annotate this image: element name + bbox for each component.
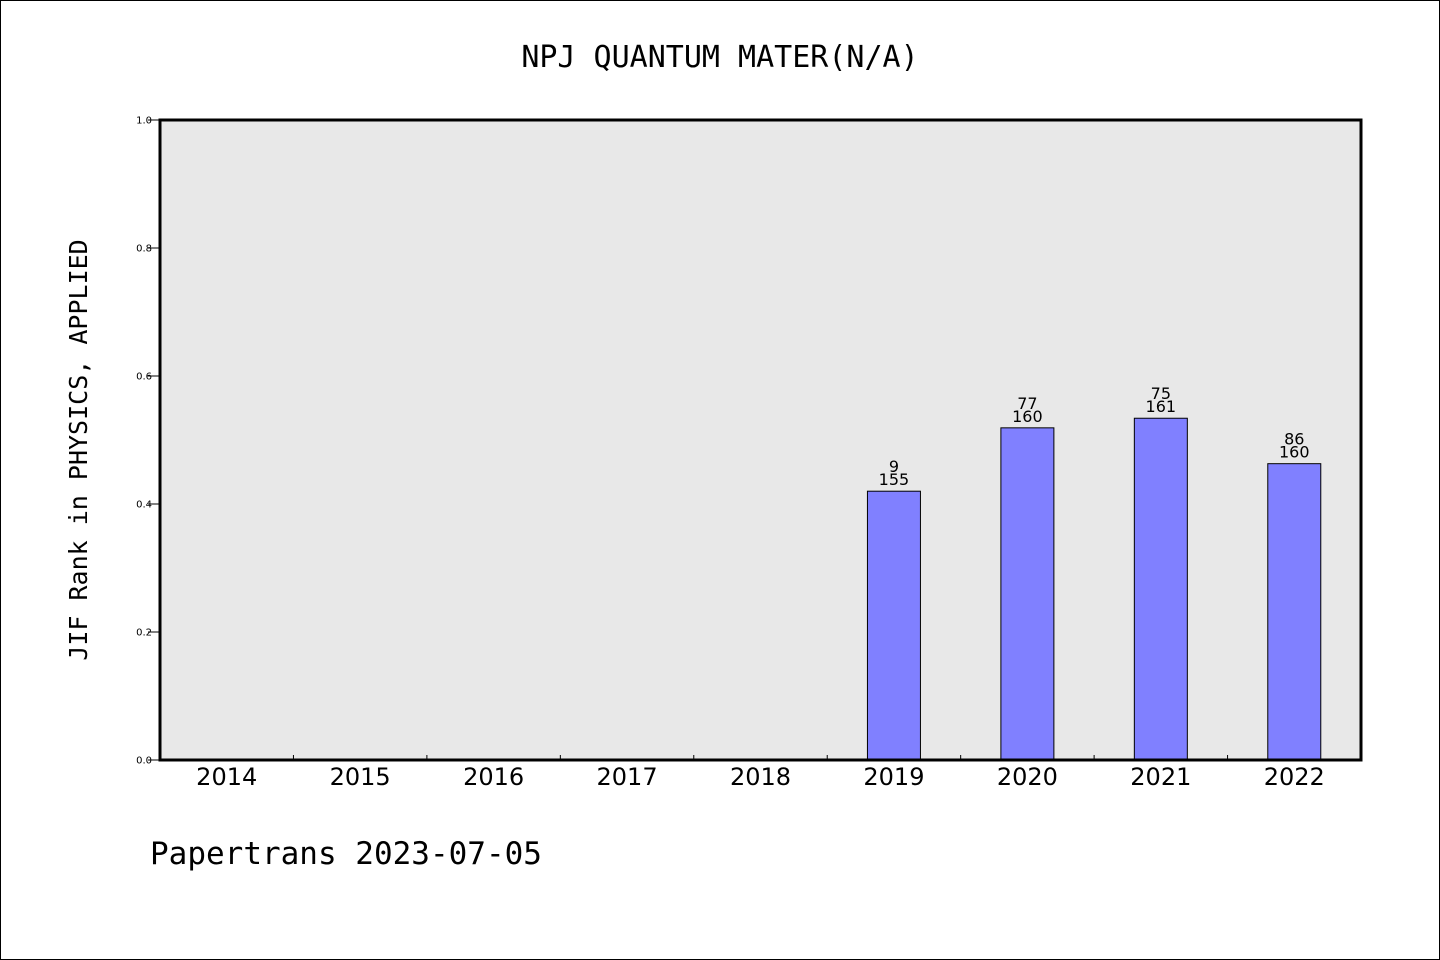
bar xyxy=(1000,427,1055,761)
y-axis-ticks: 0.0 0.2 0.4 0.6 0.8 1.0 xyxy=(136,116,160,767)
x-tick-label: 2019 xyxy=(863,763,924,791)
x-tick-label: 2017 xyxy=(597,763,658,791)
y-tick-label: 0.4 xyxy=(136,500,152,511)
bar-total-label: 161 xyxy=(1146,397,1177,416)
x-tick-label: 2014 xyxy=(196,763,257,791)
bar-total-label: 160 xyxy=(1279,443,1310,462)
y-axis-label: JIF Rank in PHYSICS, APPLIED xyxy=(64,239,93,660)
bar-rank-label: 86 xyxy=(1284,430,1304,449)
bars xyxy=(866,417,1322,761)
y-tick-label: 1.0 xyxy=(136,116,152,127)
bar-rank-label: 9 xyxy=(889,457,899,476)
y-tick-label: 0.8 xyxy=(136,244,152,255)
footer-text: Papertrans 2023-07-05 xyxy=(150,836,542,872)
bar-total-label: 160 xyxy=(1012,407,1043,426)
bar-total-label: 155 xyxy=(879,470,910,489)
plot-border xyxy=(158,118,1363,762)
y-tick-label: 0.6 xyxy=(136,372,152,383)
x-tick-label: 2018 xyxy=(730,763,791,791)
x-tick-label: 2021 xyxy=(1130,763,1191,791)
x-axis-ticks: 2014 2015 2016 2017 2018 2019 2020 2021 2022 xyxy=(196,755,1325,791)
chart-title: NPJ QUANTUM MATER(N/A) xyxy=(521,40,918,75)
x-tick-label: 2016 xyxy=(463,763,524,791)
bar-rank-label: 77 xyxy=(1017,394,1037,413)
x-tick-label: 2022 xyxy=(1264,763,1325,791)
x-tick-label: 2015 xyxy=(330,763,391,791)
bar xyxy=(1133,417,1188,761)
y-tick-label: 0.0 xyxy=(136,756,152,767)
x-tick-label: 2020 xyxy=(997,763,1058,791)
bar xyxy=(1267,463,1322,761)
y-tick-label: 0.2 xyxy=(136,628,152,639)
bar xyxy=(866,490,921,761)
bar-rank-label: 75 xyxy=(1151,384,1171,403)
